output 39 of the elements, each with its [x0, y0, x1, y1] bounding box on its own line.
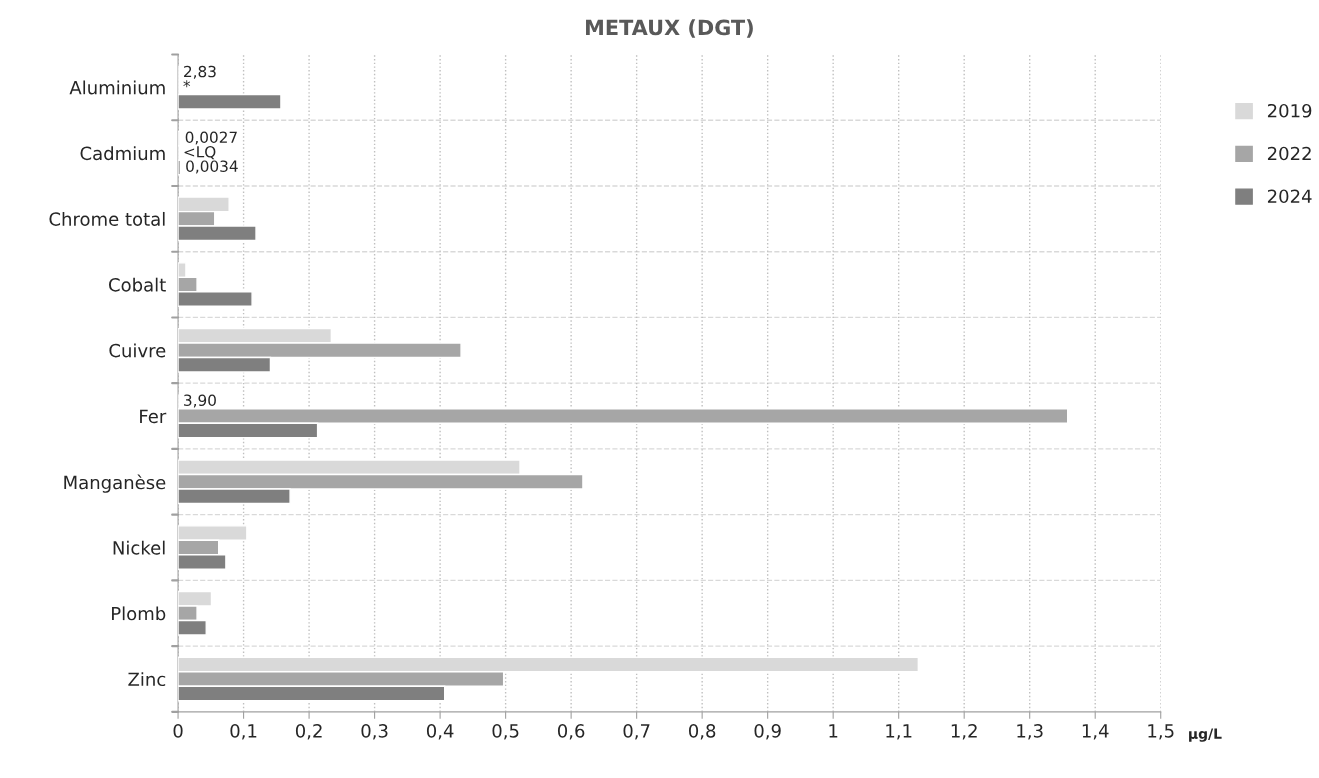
x-tick-label: 1,2	[951, 723, 977, 740]
data-label: 0,0034	[186, 160, 238, 174]
legend-label: 2024	[1267, 189, 1312, 204]
text: *	[183, 80, 191, 88]
x-tick-label: 0	[173, 723, 183, 738]
x-tick-label: 1,4	[1082, 724, 1109, 740]
x-tick-label: 0,6	[557, 723, 585, 740]
y-tick-label: Nickel	[113, 540, 165, 555]
x-tick-label: 0,3	[361, 723, 388, 740]
y-tick-label: Plomb	[112, 606, 166, 621]
x-tick-label: 1,3	[1017, 723, 1043, 740]
x-tick-label: 0,1	[230, 723, 257, 740]
chart-title: METAUX (DGT)	[586, 19, 753, 38]
x-tick-label: 1	[829, 724, 838, 738]
x-tick-label: 0,8	[688, 723, 716, 740]
x-tick-label: 0,4	[426, 723, 454, 740]
x-axis-title: µg/L	[1189, 728, 1222, 742]
y-tick-label: Fer	[140, 409, 167, 424]
y-tick-label: Chrome total	[49, 211, 165, 226]
legend-label: 2019	[1267, 103, 1312, 118]
text: 3,90	[184, 394, 216, 408]
y-tick-label: Cadmium	[80, 146, 165, 161]
x-tick-label: 0,2	[295, 723, 322, 740]
bar	[178, 93, 282, 110]
y-tick-label: Zinc	[128, 672, 166, 687]
bar	[178, 159, 181, 176]
x-tick-label: 0,7	[623, 723, 650, 740]
x-tick-label: 1,1	[886, 724, 912, 740]
y-tick-label: Cobalt	[109, 277, 166, 292]
y-tick-label: Aluminium	[69, 80, 165, 95]
x-tick-label: 0,9	[754, 723, 781, 740]
y-tick-label: Manganèse	[64, 474, 166, 493]
x-tick-label: 1,5	[1148, 724, 1174, 740]
data-label: 0,0027	[185, 131, 237, 145]
legend-label: 2022	[1267, 146, 1311, 161]
text: 2,83	[184, 65, 216, 79]
x-tick-label: 0,5	[492, 723, 519, 740]
y-tick-label: Cuivre	[109, 343, 166, 358]
text: <LQ	[184, 145, 216, 160]
